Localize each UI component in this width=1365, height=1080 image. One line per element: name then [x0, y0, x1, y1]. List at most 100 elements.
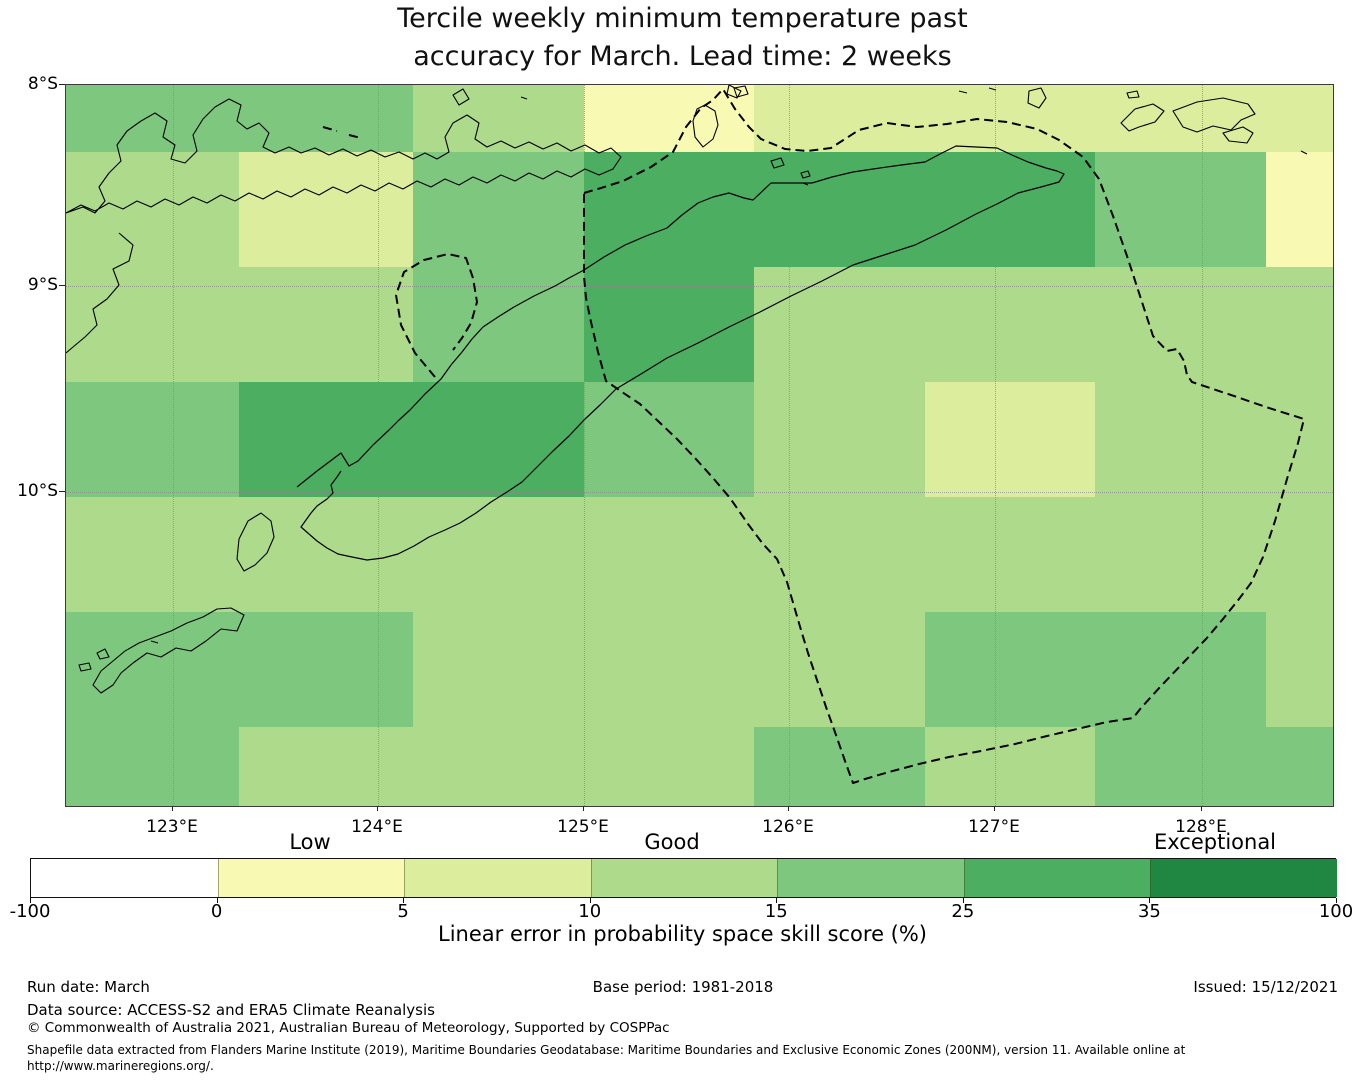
colorbar-tick-label: 5 — [397, 901, 409, 922]
x-tick-label: 123°E — [146, 817, 198, 837]
grid-cell — [1095, 382, 1266, 497]
gridline-vertical — [789, 85, 790, 806]
colorbar-tick-label: 35 — [1137, 901, 1161, 922]
grid-cell — [413, 152, 584, 267]
grid-cell — [1266, 612, 1333, 727]
colorbar-tick-label: 100 — [1318, 901, 1354, 922]
grid-cell — [754, 497, 925, 612]
coastline-alor-chain — [66, 88, 622, 354]
grid-cell — [754, 152, 925, 267]
colorbar-tick-mark — [30, 898, 31, 903]
y-tick-label: 10°S — [17, 481, 58, 501]
x-tick-label: 126°E — [762, 817, 814, 837]
colorbar-segment-divider — [590, 859, 592, 897]
colorbar-tick-mark — [1149, 898, 1151, 903]
colorbar-segment — [590, 859, 778, 897]
footer-base-period: Base period: 1981-2018 — [592, 978, 774, 996]
footer-data-source: Data source: ACCESS-S2 and ERA5 Climate … — [27, 1001, 435, 1019]
grid-cell — [925, 152, 1095, 267]
eez-boundary — [322, 88, 1305, 784]
coastline-timor — [296, 145, 1065, 561]
grid-cell — [66, 85, 239, 152]
x-tick-mark — [1201, 806, 1202, 811]
grid-cell — [413, 727, 584, 806]
grid-cell — [66, 382, 239, 497]
colorbar-tick-mark — [216, 898, 218, 903]
colorbar — [30, 858, 1337, 898]
grid-cell — [1095, 152, 1266, 267]
footer-shapefile-note: Shapefile data extracted from Flanders M… — [27, 1043, 1186, 1057]
colorbar-axis-label: Linear error in probability space skill … — [438, 922, 927, 946]
gridline-horizontal — [66, 492, 1333, 493]
grid-cell — [413, 85, 584, 152]
colorbar-segment-divider — [777, 859, 779, 897]
grid-cell — [1095, 497, 1266, 612]
colorbar-segment — [963, 859, 1151, 897]
colorbar-segment — [31, 859, 218, 897]
gridline-vertical — [995, 85, 996, 806]
grid-cell — [925, 497, 1095, 612]
grid-cell — [1095, 85, 1266, 152]
x-tick-mark — [788, 806, 789, 811]
grid-cell — [584, 85, 754, 152]
footer-shapefile-url: http://www.marineregions.org/. — [27, 1059, 214, 1073]
grid-cell — [925, 85, 1095, 152]
x-tick-label: 128°E — [1175, 817, 1227, 837]
grid-cell — [66, 497, 239, 612]
chart-title: Tercile weekly minimum temperature past … — [0, 0, 1365, 76]
colorbar-segment-divider — [404, 859, 406, 897]
grid-cell — [584, 152, 754, 267]
map-gridlines — [66, 85, 1333, 806]
colorbar-segment — [1150, 859, 1337, 897]
colorbar-tick-label: -100 — [9, 901, 51, 922]
colorbar-tick-mark — [403, 898, 405, 903]
x-tick-label: 125°E — [557, 817, 609, 837]
colorbar-region-label: Low — [289, 830, 331, 854]
x-tick-label: 124°E — [351, 817, 403, 837]
grid-cell — [66, 612, 239, 727]
grid-cell — [1095, 727, 1266, 806]
colorbar-segment-divider — [217, 859, 219, 897]
colorbar-segment-divider — [1150, 859, 1152, 897]
gridline-vertical — [1202, 85, 1203, 806]
colorbar-tick-mark — [1336, 898, 1337, 903]
y-tick-mark — [59, 84, 65, 85]
x-tick-mark — [172, 806, 173, 811]
colorbar-tick-mark — [962, 898, 964, 903]
coastline-small-islands — [78, 85, 1308, 694]
grid-cell — [584, 612, 754, 727]
map-plot-area — [65, 84, 1334, 807]
gridline-vertical — [173, 85, 174, 806]
map-overlay — [66, 85, 1308, 784]
colorbar-tick-label: 10 — [578, 901, 602, 922]
grid-cell — [239, 612, 413, 727]
grid-cell — [754, 727, 925, 806]
colorbar-segment-divider — [963, 859, 965, 897]
x-tick-mark — [377, 806, 378, 811]
grid-cell — [1266, 152, 1333, 267]
footer-issued-date: Issued: 15/12/2021 — [1193, 978, 1338, 996]
grid-cell — [925, 382, 1095, 497]
colorbar-segment — [217, 859, 405, 897]
grid-cell — [1095, 612, 1266, 727]
grid-cell — [584, 727, 754, 806]
gridline-horizontal — [66, 286, 1333, 287]
grid-cell — [239, 152, 413, 267]
grid-cell — [925, 727, 1095, 806]
colorbar-segment — [404, 859, 591, 897]
colorbar-region-label: Exceptional — [1153, 830, 1277, 854]
grid-cell — [1266, 85, 1333, 152]
grid-cell — [754, 612, 925, 727]
x-tick-mark — [583, 806, 584, 811]
colorbar-segment — [777, 859, 964, 897]
heatmap-cells — [66, 85, 1333, 806]
grid-cell — [584, 497, 754, 612]
x-tick-label: 127°E — [968, 817, 1020, 837]
y-tick-mark — [59, 491, 65, 492]
grid-cell — [239, 497, 413, 612]
colorbar-region-label: Good — [644, 830, 700, 854]
y-tick-label: 8°S — [27, 74, 58, 94]
footer-run-date: Run date: March — [27, 978, 150, 996]
colorbar-tick-label: 0 — [210, 901, 223, 922]
